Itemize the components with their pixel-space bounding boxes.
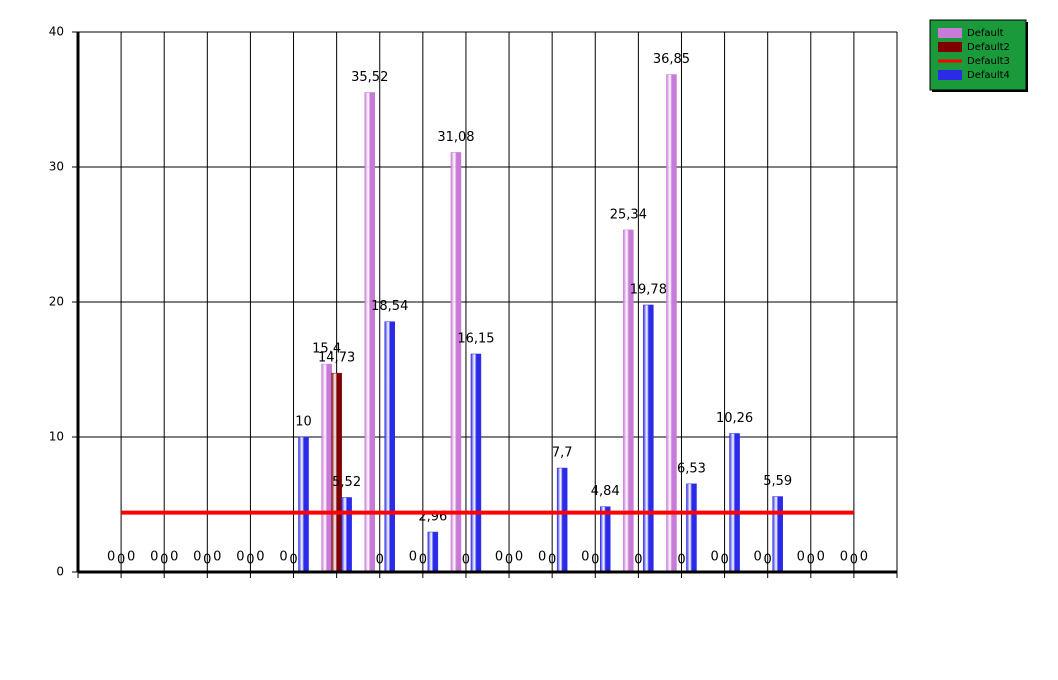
data-label: 0: [548, 553, 556, 568]
bar: [666, 74, 677, 573]
bar: [364, 92, 375, 573]
data-label: 0: [677, 553, 685, 568]
data-label: 10: [295, 415, 312, 430]
legend-label: Default4: [967, 70, 1010, 81]
bar: [470, 353, 482, 573]
data-label: 0: [117, 553, 125, 568]
data-label: 0: [289, 553, 297, 568]
data-label: 0: [376, 553, 384, 568]
data-label: 0: [581, 550, 589, 565]
data-label: 0: [515, 550, 523, 565]
data-label: 0: [850, 553, 858, 568]
bar: [331, 372, 342, 573]
data-label: 0: [236, 550, 244, 565]
data-label: 15,4: [312, 342, 341, 357]
data-label: 0: [591, 553, 599, 568]
data-label: 5,59: [763, 474, 792, 489]
data-label: 0: [538, 550, 546, 565]
data-label: 0: [710, 550, 718, 565]
data-label: 0: [160, 553, 168, 568]
bar: [686, 483, 697, 573]
data-label: 0: [203, 553, 211, 568]
data-label: 0: [807, 553, 815, 568]
data-label: 16,15: [457, 331, 494, 346]
legend-label: Default: [967, 28, 1004, 39]
data-label: 5,52: [332, 475, 361, 490]
data-label: 0: [409, 550, 417, 565]
data-label: 0: [279, 550, 287, 565]
data-label: 0: [505, 553, 513, 568]
bar: [772, 496, 783, 573]
data-label: 0: [246, 553, 254, 568]
data-label: 4,84: [591, 484, 620, 499]
y-tick-label: 40: [49, 25, 64, 39]
y-tick-label: 10: [49, 430, 64, 444]
data-label: 0: [462, 553, 470, 568]
data-label: 19,78: [630, 282, 667, 297]
bar: [623, 229, 634, 573]
data-label: 0: [634, 553, 642, 568]
data-label: 0: [817, 550, 825, 565]
data-label: 0: [860, 550, 868, 565]
data-label: 0: [170, 550, 178, 565]
bar: [384, 321, 395, 573]
data-label: 35,52: [351, 70, 388, 85]
data-label: 36,85: [653, 52, 690, 67]
legend-swatch: [938, 42, 962, 52]
data-label: 0: [150, 550, 158, 565]
legend-swatch: [938, 70, 962, 80]
y-tick-label: 30: [49, 160, 64, 174]
legend-label: Default3: [967, 56, 1010, 67]
legend-label: Default2: [967, 42, 1010, 53]
data-label: 0: [127, 550, 135, 565]
data-label: 0: [754, 550, 762, 565]
bar: [427, 531, 439, 573]
data-label: 0: [495, 550, 503, 565]
legend-swatch: [938, 28, 962, 38]
data-label: 10,26: [716, 411, 753, 426]
data-label: 0: [720, 553, 728, 568]
data-label: 25,34: [610, 207, 647, 222]
bar: [643, 304, 654, 573]
data-label: 14,73: [318, 351, 355, 366]
data-label: 0: [419, 553, 427, 568]
data-label: 0: [107, 550, 115, 565]
bar: [556, 467, 568, 573]
bar: [450, 152, 462, 573]
data-label: 0: [193, 550, 201, 565]
bar: [321, 363, 332, 573]
bar: [298, 436, 309, 573]
data-label: 0: [764, 553, 772, 568]
data-label: 7,7: [552, 446, 573, 461]
bar: [729, 433, 740, 573]
bar: [341, 497, 352, 573]
y-tick-label: 0: [56, 565, 64, 579]
bar: [600, 506, 611, 573]
data-label: 0: [840, 550, 848, 565]
data-label: 18,54: [371, 299, 408, 314]
y-tick-label: 20: [49, 295, 64, 309]
data-label: 0: [256, 550, 264, 565]
data-label: 31,08: [437, 130, 474, 145]
data-label: 6,53: [677, 461, 706, 476]
data-label: 0: [213, 550, 221, 565]
data-label: 0: [797, 550, 805, 565]
